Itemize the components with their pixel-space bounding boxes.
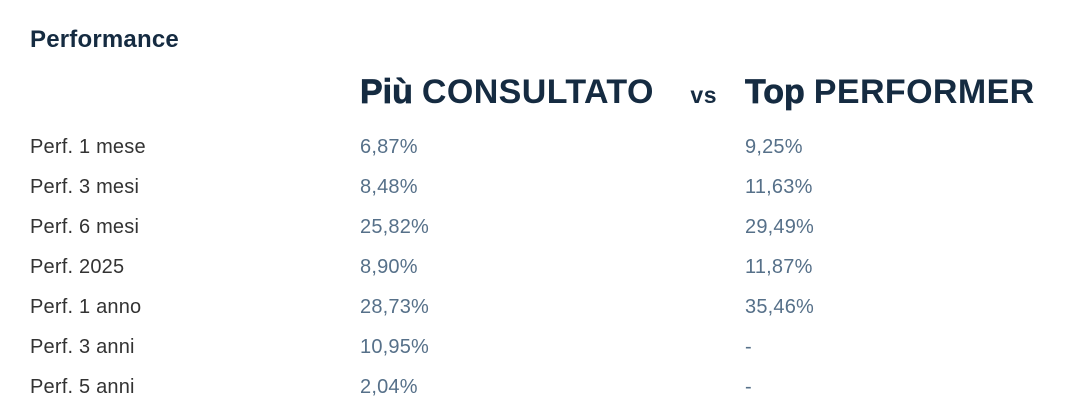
table-row: Perf. 1 anno 28,73% 35,46%	[30, 287, 1068, 327]
row-period-label: Perf. 1 anno	[30, 295, 142, 318]
consultato-value: 6,87%	[360, 135, 418, 158]
consultato-value: 25,82%	[360, 215, 430, 238]
column-title-piu-consultato: Più CONSULTATO	[360, 73, 654, 111]
top-performer-value: 11,87%	[745, 255, 813, 278]
consultato-value: 28,73%	[360, 295, 430, 318]
column-header-consultato: Più CONSULTATO vs	[360, 74, 745, 113]
column-title-top-performer: Top PERFORMER	[745, 73, 1035, 111]
row-period-label: Perf. 2025	[30, 255, 125, 278]
consultato-value: 8,48%	[360, 175, 418, 198]
row-period-label: Perf. 5 anni	[30, 375, 135, 398]
top-performer-value: 29,49%	[745, 215, 815, 238]
column-header-top-performer: Top PERFORMER	[745, 74, 1068, 117]
row-period-label: Perf. 3 anni	[30, 335, 135, 358]
table-header: Più CONSULTATO vs Top PERFORMER	[30, 74, 1068, 117]
table-row: Perf. 5 anni 2,04% -	[30, 367, 1068, 407]
vs-separator: vs	[690, 82, 717, 108]
table-body: Perf. 1 mese 6,87% 9,25% Perf. 3 mesi 8,…	[30, 127, 1068, 407]
row-period-label: Perf. 1 mese	[30, 135, 146, 158]
row-period-label: Perf. 3 mesi	[30, 175, 140, 198]
column-title-emphasis: Più	[360, 73, 414, 111]
table-row: Perf. 3 anni 10,95% -	[30, 327, 1068, 367]
column-title-caps: PERFORMER	[813, 73, 1035, 111]
table-row: Perf. 6 mesi 25,82% 29,49%	[30, 207, 1068, 247]
top-performer-value: 9,25%	[745, 135, 803, 158]
row-period-label: Perf. 6 mesi	[30, 215, 140, 238]
table-row: Perf. 1 mese 6,87% 9,25%	[30, 127, 1068, 167]
top-performer-value: -	[745, 335, 752, 358]
consultato-value: 10,95%	[360, 335, 430, 358]
consultato-value: 2,04%	[360, 375, 418, 398]
table-row: Perf. 3 mesi 8,48% 11,63%	[30, 167, 1068, 207]
table-row: Perf. 2025 8,90% 11,87%	[30, 247, 1068, 287]
top-performer-value: 11,63%	[745, 175, 813, 198]
column-title-emphasis: Top	[745, 73, 805, 111]
top-performer-value: 35,46%	[745, 295, 815, 318]
top-performer-value: -	[745, 375, 752, 398]
page-title: Performance	[30, 26, 179, 53]
column-title-caps: CONSULTATO	[421, 73, 654, 111]
consultato-value: 8,90%	[360, 255, 418, 278]
